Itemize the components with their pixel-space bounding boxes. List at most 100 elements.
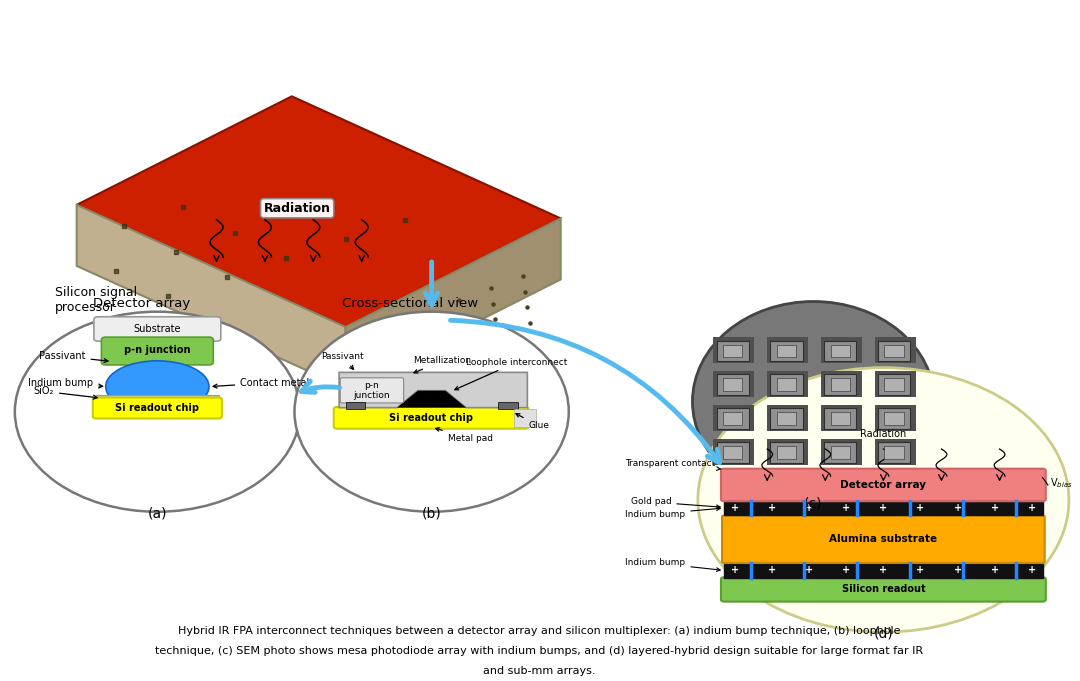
Ellipse shape bbox=[295, 312, 569, 511]
Text: Glue: Glue bbox=[516, 413, 550, 430]
Bar bbox=[714, 337, 754, 363]
Bar bbox=[725, 563, 1042, 578]
Text: Silicon readout: Silicon readout bbox=[841, 584, 926, 595]
Bar bbox=[767, 439, 808, 464]
Text: Detector array: Detector array bbox=[93, 297, 190, 310]
Text: +: + bbox=[954, 565, 961, 575]
Bar bbox=[767, 337, 808, 363]
Text: +: + bbox=[1028, 565, 1036, 575]
Text: +: + bbox=[731, 565, 739, 575]
Bar bbox=[885, 446, 904, 458]
Ellipse shape bbox=[106, 361, 208, 413]
FancyBboxPatch shape bbox=[93, 398, 221, 419]
Bar bbox=[777, 446, 796, 458]
Text: +: + bbox=[842, 503, 850, 513]
Bar bbox=[514, 409, 536, 426]
Ellipse shape bbox=[15, 312, 300, 511]
Ellipse shape bbox=[692, 302, 934, 502]
Text: Radiation: Radiation bbox=[861, 429, 906, 439]
Bar bbox=[717, 442, 748, 462]
Bar bbox=[770, 409, 802, 428]
Text: Alumina substrate: Alumina substrate bbox=[829, 534, 937, 544]
Bar bbox=[770, 375, 802, 395]
Text: +: + bbox=[842, 565, 850, 575]
FancyBboxPatch shape bbox=[334, 407, 528, 428]
Ellipse shape bbox=[698, 368, 1069, 632]
Bar bbox=[717, 375, 748, 395]
Bar bbox=[878, 442, 910, 462]
Bar bbox=[831, 379, 850, 391]
Polygon shape bbox=[397, 391, 467, 408]
Bar bbox=[824, 340, 856, 361]
Text: +: + bbox=[990, 503, 999, 513]
Text: Detector array: Detector array bbox=[840, 480, 927, 490]
Bar bbox=[885, 413, 904, 424]
Bar bbox=[878, 340, 910, 361]
Text: Hybrid IR FPA interconnect techniques between a detector array and silicon multi: Hybrid IR FPA interconnect techniques be… bbox=[178, 626, 901, 636]
Text: Indium bump: Indium bump bbox=[625, 507, 720, 519]
Text: p-n junction: p-n junction bbox=[124, 345, 190, 355]
Text: Substrate: Substrate bbox=[134, 324, 181, 334]
Text: +: + bbox=[879, 565, 888, 575]
Bar bbox=[885, 379, 904, 391]
Text: Si readout chip: Si readout chip bbox=[116, 403, 200, 413]
Bar bbox=[724, 379, 742, 391]
Polygon shape bbox=[77, 205, 346, 388]
Text: +: + bbox=[731, 503, 739, 513]
Bar bbox=[821, 337, 862, 363]
Text: Indium bump: Indium bump bbox=[625, 558, 720, 571]
Text: (a): (a) bbox=[148, 507, 167, 520]
Bar bbox=[770, 340, 802, 361]
Bar bbox=[821, 439, 862, 464]
Text: p-n
junction: p-n junction bbox=[353, 381, 390, 400]
Bar bbox=[725, 501, 1042, 516]
Bar bbox=[717, 340, 748, 361]
Text: Transparent contact: Transparent contact bbox=[625, 460, 721, 471]
Bar bbox=[714, 371, 754, 397]
Bar bbox=[346, 402, 365, 409]
Bar bbox=[875, 439, 916, 464]
Bar bbox=[498, 402, 517, 409]
Bar bbox=[875, 371, 916, 397]
Bar bbox=[717, 409, 748, 428]
Polygon shape bbox=[346, 219, 561, 388]
Text: Loophole interconnect: Loophole interconnect bbox=[455, 358, 567, 390]
Text: (c): (c) bbox=[805, 496, 823, 510]
Text: (b): (b) bbox=[422, 507, 442, 520]
Text: +: + bbox=[1028, 503, 1036, 513]
Bar bbox=[875, 405, 916, 430]
Polygon shape bbox=[339, 373, 527, 408]
FancyBboxPatch shape bbox=[721, 469, 1045, 501]
Text: +: + bbox=[805, 565, 813, 575]
Bar bbox=[770, 442, 802, 462]
Text: Passivant: Passivant bbox=[321, 352, 364, 369]
Bar bbox=[878, 409, 910, 428]
Text: +: + bbox=[768, 503, 777, 513]
Text: technique, (c) SEM photo shows mesa photodiode array with indium bumps, and (d) : technique, (c) SEM photo shows mesa phot… bbox=[156, 646, 923, 656]
Text: Metallization: Metallization bbox=[414, 356, 472, 373]
Bar bbox=[885, 345, 904, 357]
Polygon shape bbox=[77, 96, 561, 327]
Bar bbox=[831, 446, 850, 458]
Bar bbox=[767, 371, 808, 397]
Bar bbox=[724, 446, 742, 458]
Text: Passivant: Passivant bbox=[39, 351, 108, 362]
Text: V$_{bias}$: V$_{bias}$ bbox=[1050, 476, 1072, 490]
Bar bbox=[831, 345, 850, 357]
Bar bbox=[714, 405, 754, 430]
Bar bbox=[777, 379, 796, 391]
FancyBboxPatch shape bbox=[102, 337, 213, 365]
Bar bbox=[96, 396, 218, 400]
Bar bbox=[767, 405, 808, 430]
Text: +: + bbox=[917, 503, 924, 513]
Bar bbox=[831, 413, 850, 424]
Text: Metal pad: Metal pad bbox=[435, 428, 492, 443]
Bar bbox=[878, 375, 910, 395]
Bar bbox=[824, 375, 856, 395]
Text: +: + bbox=[768, 565, 777, 575]
Text: and sub-mm arrays.: and sub-mm arrays. bbox=[483, 667, 595, 676]
FancyBboxPatch shape bbox=[340, 378, 404, 403]
FancyBboxPatch shape bbox=[723, 516, 1044, 563]
Text: Radiation: Radiation bbox=[264, 202, 330, 215]
Text: +: + bbox=[917, 565, 924, 575]
